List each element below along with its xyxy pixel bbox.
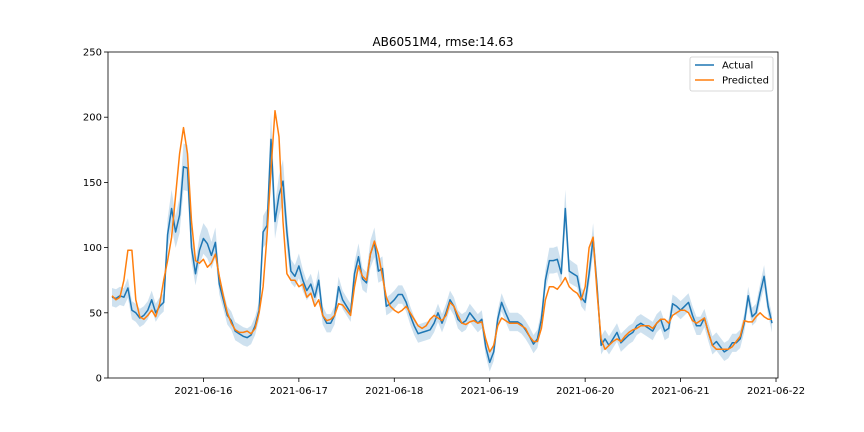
y-tick-label: 50: [89, 308, 102, 319]
y-tick-label: 150: [83, 178, 102, 189]
x-tick-label: 2021-06-17: [270, 386, 328, 397]
y-tick-label: 0: [96, 374, 102, 385]
legend-label-actual: Actual: [722, 61, 753, 72]
x-tick-label: 2021-06-21: [652, 386, 710, 397]
chart-title: AB6051M4, rmse:14.63: [372, 35, 513, 49]
legend-label-predicted: Predicted: [722, 76, 769, 87]
x-tick-label: 2021-06-18: [365, 386, 423, 397]
legend: Actual Predicted: [690, 57, 773, 91]
x-tick-label: 2021-06-22: [747, 386, 805, 397]
x-tick-label: 2021-06-16: [174, 386, 232, 397]
y-tick-label: 200: [83, 113, 102, 124]
x-tick-label: 2021-06-19: [461, 386, 519, 397]
y-tick-label: 250: [83, 48, 102, 59]
y-tick-label: 100: [83, 243, 102, 254]
x-tick-label: 2021-06-20: [556, 386, 614, 397]
